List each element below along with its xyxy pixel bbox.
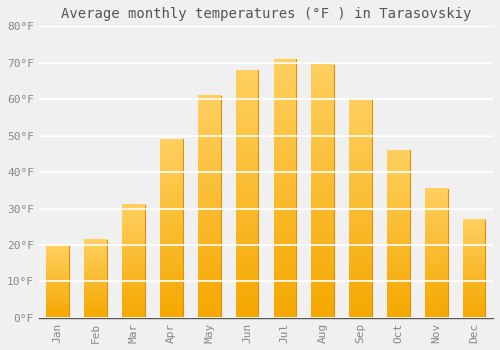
Title: Average monthly temperatures (°F ) in Tarasovskiy: Average monthly temperatures (°F ) in Ta…	[60, 7, 471, 21]
